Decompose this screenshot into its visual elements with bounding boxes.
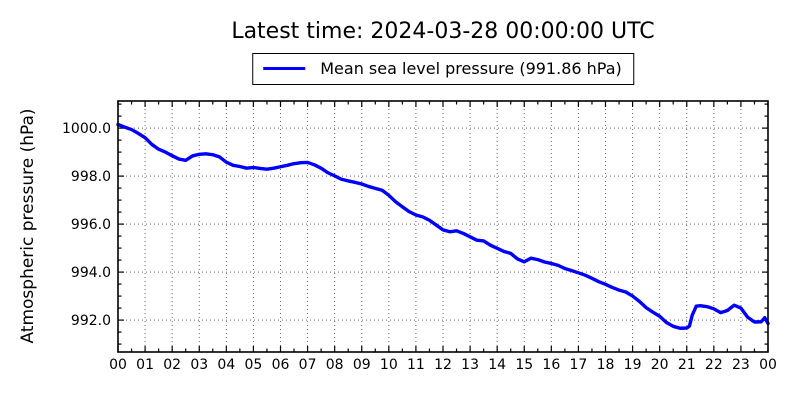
x-tick-label: 17 bbox=[570, 357, 588, 373]
x-tick-label: 11 bbox=[407, 357, 425, 373]
x-tick-label: 02 bbox=[163, 357, 181, 373]
axes-frame bbox=[117, 100, 769, 353]
x-tick-label: 04 bbox=[217, 357, 235, 373]
plot-background bbox=[118, 101, 768, 352]
x-tick-label: 00 bbox=[109, 357, 127, 373]
x-tick-label: 14 bbox=[488, 357, 506, 373]
x-tick-label: 00 bbox=[759, 357, 777, 373]
y-tick-label: 1000.0 bbox=[62, 121, 111, 137]
y-tick-label: 994.0 bbox=[71, 265, 111, 281]
x-tick-label: 19 bbox=[624, 357, 642, 373]
legend: Mean sea level pressure (991.86 hPa) bbox=[252, 53, 634, 85]
x-tick-label: 09 bbox=[353, 357, 371, 373]
pressure-line bbox=[116, 122, 770, 330]
x-tick-label: 20 bbox=[651, 357, 669, 373]
x-tick-label: 16 bbox=[542, 357, 560, 373]
x-tick-label: 18 bbox=[597, 357, 615, 373]
x-tick-label: 01 bbox=[136, 357, 154, 373]
x-tick-label: 21 bbox=[678, 357, 696, 373]
x-tick-label: 22 bbox=[705, 357, 723, 373]
y-tick-label: 992.0 bbox=[71, 313, 111, 329]
y-tick-label: 996.0 bbox=[71, 217, 111, 233]
chart-title: Latest time: 2024-03-28 00:00:00 UTC bbox=[231, 19, 655, 44]
y-tick-label: 998.0 bbox=[71, 169, 111, 185]
x-tick-label: 03 bbox=[190, 357, 208, 373]
x-tick-label: 07 bbox=[299, 357, 317, 373]
x-tick-label: 10 bbox=[380, 357, 398, 373]
x-tick-label: 08 bbox=[326, 357, 344, 373]
x-tick-label: 05 bbox=[245, 357, 263, 373]
x-tick-label: 12 bbox=[434, 357, 452, 373]
legend-label: Mean sea level pressure (991.86 hPa) bbox=[320, 59, 622, 78]
legend-line-sample bbox=[263, 66, 306, 71]
x-tick-label: 23 bbox=[732, 357, 750, 373]
x-tick-label: 13 bbox=[461, 357, 479, 373]
x-tick-label: 06 bbox=[272, 357, 290, 373]
x-tick-label: 15 bbox=[515, 357, 533, 373]
